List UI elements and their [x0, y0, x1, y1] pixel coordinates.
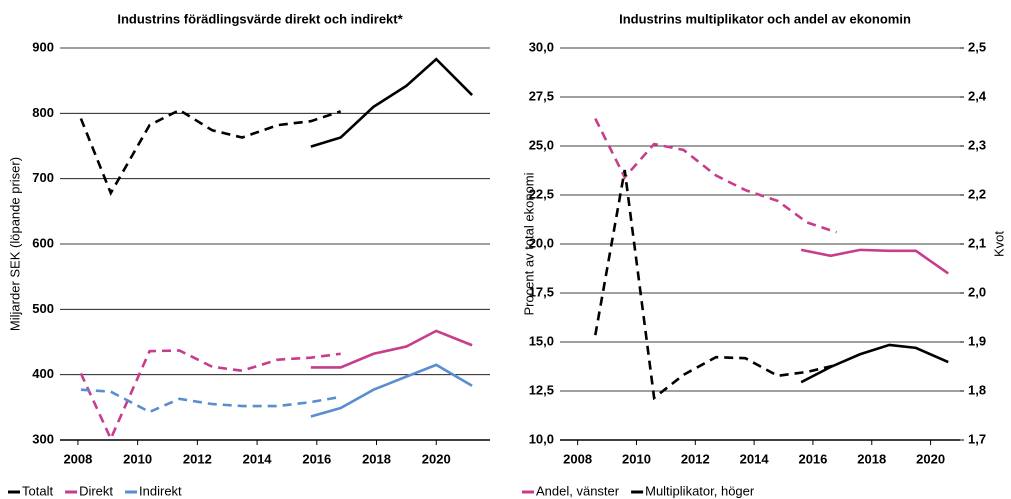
chart-title: Industrins förädlingsvärde direkt och in… — [117, 11, 403, 26]
y-tick-label: 30,0 — [529, 39, 554, 54]
y2-tick-label: 2,5 — [968, 39, 986, 54]
x-tick-label: 2014 — [243, 451, 273, 466]
x-tick-label: 2010 — [123, 451, 152, 466]
y-tick-label: 800 — [32, 105, 54, 120]
y2-tick-label: 2,2 — [968, 186, 986, 201]
y-tick-label: 15,0 — [529, 333, 554, 348]
y-tick-label: 10,0 — [529, 431, 554, 446]
x-tick-label: 2012 — [183, 451, 212, 466]
y-axis-label: Miljarder SEK (löpande priser) — [7, 157, 22, 331]
y-tick-label: 27,5 — [529, 88, 554, 103]
y-tick-label: 300 — [32, 431, 54, 446]
y-tick-label: 600 — [32, 235, 54, 250]
y-tick-label: 25,0 — [529, 137, 554, 152]
y2-tick-label: 2,0 — [968, 284, 986, 299]
y2-tick-label: 1,7 — [968, 431, 986, 446]
y-tick-label: 500 — [32, 301, 54, 316]
y-tick-label: 900 — [32, 39, 54, 54]
x-tick-label: 2012 — [681, 451, 710, 466]
y-tick-label: 17,5 — [529, 284, 554, 299]
y2-tick-label: 2,4 — [968, 88, 987, 103]
x-tick-label: 2010 — [622, 451, 651, 466]
solid-line — [310, 329, 473, 369]
legend-label: Multiplikator, höger — [645, 483, 755, 498]
chart-title: Industrins multiplikator och andel av ek… — [619, 11, 911, 26]
y2-tick-label: 2,1 — [968, 235, 986, 250]
x-tick-label: 2008 — [563, 451, 592, 466]
solid-line — [310, 363, 473, 418]
y2-tick-label: 1,9 — [968, 333, 986, 348]
y2-axis-label: Kvot — [991, 231, 1006, 257]
y2-tick-label: 2,3 — [968, 137, 986, 152]
x-tick-label: 2016 — [302, 451, 331, 466]
dashed-line — [79, 349, 341, 442]
dashed-line — [80, 388, 341, 414]
x-tick-label: 2018 — [362, 451, 391, 466]
legend-label: Totalt — [22, 483, 53, 498]
legend-label: Indirekt — [139, 483, 182, 498]
solid-line — [800, 343, 949, 384]
dashed-line — [594, 117, 837, 234]
dashed-line — [79, 108, 342, 197]
y-tick-label: 400 — [32, 366, 54, 381]
legend-label: Direkt — [79, 483, 113, 498]
x-tick-label: 2016 — [798, 451, 827, 466]
x-tick-label: 2014 — [740, 451, 770, 466]
y-tick-label: 700 — [32, 170, 54, 185]
x-tick-label: 2020 — [422, 451, 451, 466]
y2-tick-label: 1,8 — [968, 382, 986, 397]
y-axis-label: Procent av total ekonomi — [521, 172, 536, 315]
x-tick-label: 2020 — [916, 451, 945, 466]
x-tick-label: 2018 — [857, 451, 886, 466]
legend-label: Andel, vänster — [536, 483, 620, 498]
solid-line — [310, 57, 474, 148]
solid-line — [800, 248, 949, 275]
dashed-line — [594, 169, 837, 401]
y-tick-label: 12,5 — [529, 382, 554, 397]
y-tick-label: 22,5 — [529, 186, 554, 201]
x-tick-label: 2008 — [63, 451, 92, 466]
y-tick-label: 20,0 — [529, 235, 554, 250]
